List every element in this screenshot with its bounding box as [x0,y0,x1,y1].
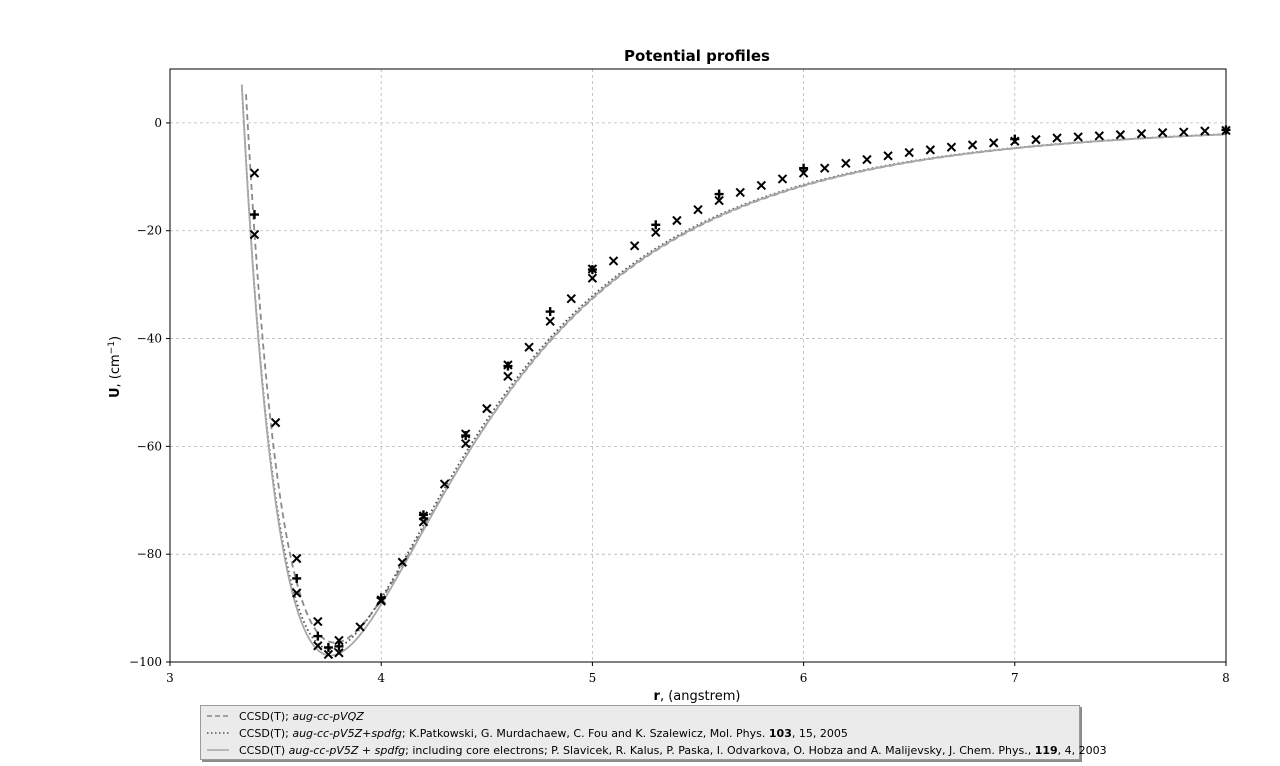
data-point-series-3 [376,595,386,605]
legend-entry-pvqz: CCSD(T); aug-cc-pVQZ [207,707,364,725]
data-point-series-2 [249,210,259,220]
data-point-series-1 [545,316,555,327]
y-tick-label: −60 [137,439,162,453]
data-point-series-1 [270,417,281,428]
data-point-series-1 [798,168,809,178]
y-axis-ticks: 0 −20 −40 −60 −80 −100 [129,116,170,669]
data-point-series-1 [397,557,408,567]
plot-frame [169,68,1227,663]
chart-title: Potential profiles [624,47,770,65]
legend-label: CCSD(T) aug-cc-pV5Z + spdfg; including c… [239,743,1107,757]
series-line-3 [240,84,1227,657]
data-point-series-3 [323,649,334,660]
y-axis-label: U, (cm−1) [107,336,123,398]
data-point-series-2 [545,307,555,317]
data-point-series-1 [1157,127,1168,138]
legend-swatch-solid [207,749,229,751]
x-axis-ticks: 3 4 5 6 7 8 [166,662,1230,685]
data-point-series-1 [1073,132,1083,142]
x-tick-label: 6 [800,671,808,685]
data-point-series-1 [587,273,598,283]
data-point-series-1 [439,479,450,489]
data-point-series-1 [714,195,724,206]
data-point-series-1 [566,293,576,304]
data-point-series-3 [503,360,513,370]
data-point-series-1 [820,163,830,173]
x-tick-label: 8 [1222,671,1230,685]
data-point-series-2 [323,642,333,652]
data-point-series-1 [1200,126,1210,136]
legend: CCSD(T); aug-cc-pVQZ CCSD(T); aug-cc-pV5… [200,705,1107,760]
data-point-series-1 [883,151,893,161]
x-tick-label: 3 [166,671,174,685]
series-curves [240,84,1227,657]
legend-entry-pv5z: CCSD(T); aug-cc-pV5Z+spdfg; K.Patkowski,… [207,724,848,742]
data-point-series-3 [587,264,598,274]
data-point-series-3 [460,429,471,439]
series-line-2 [240,84,1227,650]
data-point-series-1 [988,138,999,148]
data-point-series-2 [461,431,471,441]
data-point-series-1 [1094,131,1104,141]
data-point-series-1 [862,154,872,165]
data-point-series-1 [1115,130,1126,140]
data-point-series-1 [503,371,513,381]
legend-entry-pv5z-core: CCSD(T) aug-cc-pV5Z + spdfg; including c… [207,741,1107,759]
data-point-series-1 [904,147,914,158]
x-axis-label: r, (angstrem) [654,689,741,704]
data-point-series-1 [693,204,703,215]
data-point-series-3 [249,229,260,240]
data-point-series-1 [1136,128,1147,139]
data-point-series-1 [672,215,682,226]
data-point-series-3 [292,588,302,598]
x-tick-label: 7 [1011,671,1019,685]
data-point-series-1 [1052,133,1062,143]
legend-swatch-dotted [207,732,229,734]
y-tick-label: −80 [137,547,162,561]
data-point-series-1 [355,622,365,632]
data-point-series-2 [292,573,302,583]
data-point-series-2 [313,631,323,641]
data-point-series-1 [249,168,260,178]
data-point-series-1 [334,635,344,646]
data-point-series-1 [841,158,851,169]
data-point-series-1 [651,227,661,238]
legend-label: CCSD(T); aug-cc-pV5Z+spdfg; K.Patkowski,… [239,726,848,740]
legend-swatch-dashed [207,715,229,717]
data-point-series-3 [313,641,323,651]
data-point-series-1 [313,616,323,627]
data-point-series-1 [946,142,957,152]
data-point-series-1 [292,553,302,564]
data-point-series-1 [629,241,640,251]
data-point-series-2 [714,189,724,199]
data-point-series-2 [334,641,344,651]
data-point-series-1 [524,342,534,352]
data-point-series-1 [608,256,619,266]
data-point-series-1 [777,174,788,184]
data-point-series-1 [756,180,767,191]
data-point-series-2 [799,163,809,173]
data-point-series-1 [460,438,471,449]
grid-lines [170,69,1226,662]
data-point-series-1 [1179,127,1189,137]
x-tick-label: 5 [589,671,597,685]
data-point-series-2 [1010,134,1020,144]
y-tick-label: −20 [137,224,162,238]
legend-label: CCSD(T); aug-cc-pVQZ [239,709,364,723]
series-markers [249,125,1231,660]
data-point-series-3 [418,511,429,521]
x-tick-label: 4 [377,671,385,685]
data-point-series-3 [334,648,344,658]
y-tick-label: −40 [137,332,162,346]
y-tick-label: 0 [154,116,162,130]
y-tick-label: −100 [129,655,162,669]
data-point-series-1 [735,187,745,198]
data-point-series-1 [1031,134,1041,145]
data-point-series-1 [482,403,492,414]
data-point-series-1 [967,140,978,150]
series-line-1 [245,94,1227,644]
data-point-series-2 [651,220,661,230]
data-point-series-1 [925,145,936,155]
